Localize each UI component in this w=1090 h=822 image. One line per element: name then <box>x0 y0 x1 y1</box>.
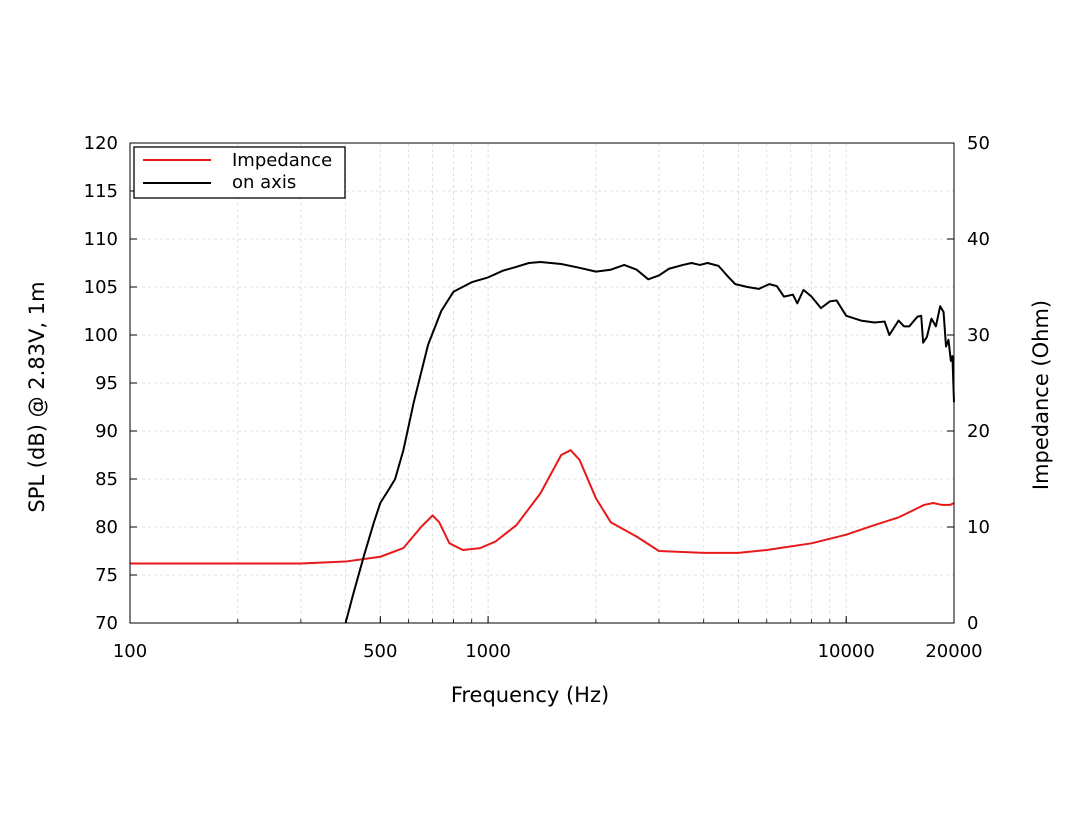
series-line-on-axis <box>344 261 955 624</box>
y-tick-label: 75 <box>95 565 118 586</box>
y-tick-label: 110 <box>84 229 118 250</box>
y-tick-label: 90 <box>95 421 118 442</box>
y2-tick-label: 30 <box>967 325 990 346</box>
x-axis-label: Frequency (Hz) <box>451 683 609 707</box>
y-tick-label: 120 <box>84 133 118 154</box>
y2-tick-label: 20 <box>967 421 990 442</box>
axes: 70 75 80 85 90 95 100 105 110 115 120 0 10 20 30 40 50 10… <box>84 133 990 662</box>
y-tick-label: 95 <box>95 373 118 394</box>
plot-frame <box>129 142 955 624</box>
y2-tick-label: 50 <box>967 133 990 154</box>
legend-label-on-axis: on axis <box>232 172 296 193</box>
y-tick-label: 115 <box>84 181 118 202</box>
y-tick-label: 105 <box>84 277 118 298</box>
legend-box <box>133 146 346 199</box>
x-tick-label: 100 <box>113 641 147 662</box>
y2-tick-label: 10 <box>967 517 990 538</box>
x-tick-label: 1000 <box>465 641 511 662</box>
y-tick-label: 85 <box>95 469 118 490</box>
y-tick-label: 80 <box>95 517 118 538</box>
x-tick-label: 10000 <box>818 641 875 662</box>
legend-label-impedance: Impedance <box>232 150 332 171</box>
y2-axis-label: Impedance (Ohm) <box>1029 300 1053 490</box>
y-tick-label: 70 <box>95 613 118 634</box>
y-tick-label: 100 <box>84 325 118 346</box>
series-line-impedance <box>130 449 955 565</box>
legend: Impedance on axis <box>133 146 346 199</box>
grid <box>130 143 954 623</box>
series-layer <box>130 261 955 624</box>
y2-tick-label: 0 <box>967 613 978 634</box>
y-axis-label: SPL (dB) @ 2.83V, 1m <box>25 281 49 512</box>
x-tick-label: 20000 <box>925 641 982 662</box>
y2-tick-label: 40 <box>967 229 990 250</box>
x-tick-label: 500 <box>363 641 397 662</box>
